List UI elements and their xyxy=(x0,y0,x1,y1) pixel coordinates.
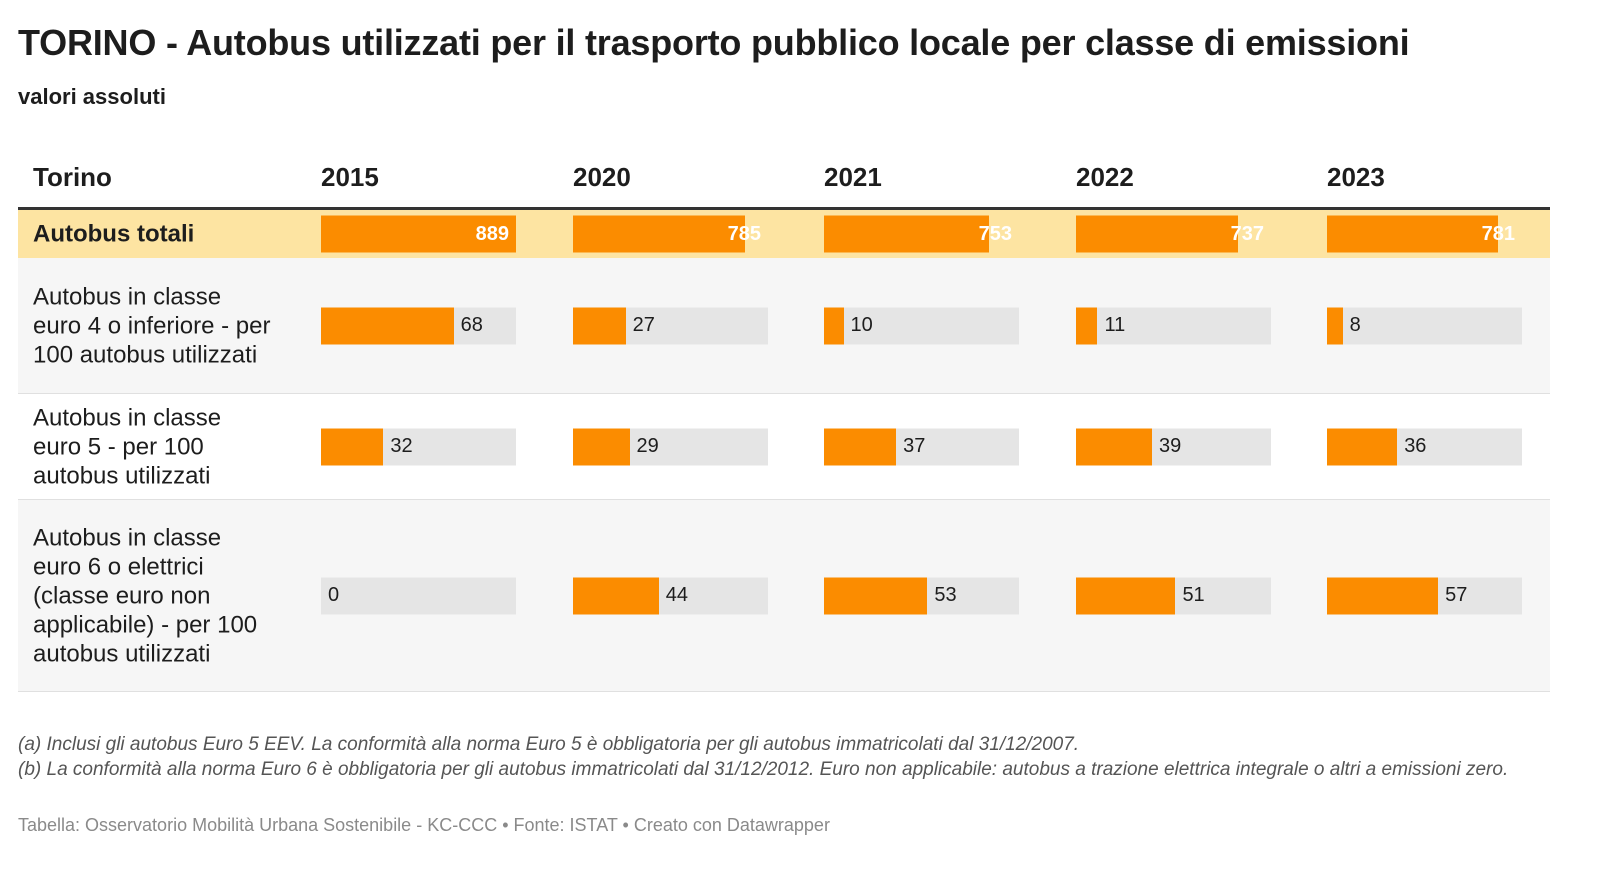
bar-cell: 781 xyxy=(1327,215,1522,253)
row-label: Autobus in classe euro 5 - per 100 autob… xyxy=(33,404,222,489)
bar-value-label: 0 xyxy=(328,584,340,606)
bar-value-label: 57 xyxy=(1445,584,1468,606)
table-header: Torino 2015 2020 2021 2022 2023 xyxy=(18,150,1550,210)
column-header-2020[interactable]: 2020 xyxy=(573,162,631,192)
column-header-2022[interactable]: 2022 xyxy=(1076,162,1134,192)
row-header-label[interactable]: Torino xyxy=(33,162,112,192)
bar-cell: 753 xyxy=(824,215,1019,253)
bar-cell: 44 xyxy=(573,577,768,614)
footnotes: (a) Inclusi gli autobus Euro 5 EEV. La c… xyxy=(18,732,1558,782)
bar-cell: 10 xyxy=(824,307,1019,344)
footnote-a: (a) Inclusi gli autobus Euro 5 EEV. La c… xyxy=(18,734,1080,755)
column-header-2021[interactable]: 2021 xyxy=(824,162,882,192)
bar xyxy=(824,577,928,614)
bar-value-label: 29 xyxy=(636,435,659,457)
bar-cell: 11 xyxy=(1076,307,1271,344)
table-body: Autobus totali 889 785 753 737 781 Autobus in … xyxy=(18,210,1550,692)
bar-cell: 32 xyxy=(321,428,516,465)
bar xyxy=(1076,307,1098,344)
bar xyxy=(824,307,844,344)
bar-cell: 27 xyxy=(573,307,768,344)
bar xyxy=(321,215,516,253)
bar-cell: 51 xyxy=(1076,577,1271,614)
bar-cell: 68 xyxy=(321,307,516,344)
bar xyxy=(1327,215,1499,253)
bar-value-label: 44 xyxy=(665,584,689,606)
row-label: Autobus in classe euro 6 o elettrici (cl… xyxy=(33,524,258,667)
bar-cell: 889 xyxy=(321,215,516,253)
table-row: Autobus in classe euro 6 o elettrici (cl… xyxy=(18,500,1550,692)
bar-value-label: 53 xyxy=(934,584,957,606)
table-row: Autobus in classe euro 5 - per 100 autob… xyxy=(18,394,1550,500)
bar-value-label: 39 xyxy=(1159,435,1182,457)
bar-cell: 53 xyxy=(824,577,1019,614)
bar xyxy=(573,428,630,465)
row-label: Autobus totali xyxy=(33,220,195,248)
bar-cell: 8 xyxy=(1327,307,1522,344)
bar xyxy=(1327,428,1398,465)
bar-value-label: 37 xyxy=(903,435,926,457)
data-table: Torino 2015 2020 2021 2022 2023 Autobus … xyxy=(18,150,1550,692)
bar xyxy=(1327,577,1439,614)
bar-value-label: 737 xyxy=(1230,222,1264,245)
bar-value-label: 27 xyxy=(632,314,655,336)
chart-title: TORINO - Autobus utilizzati per il trasp… xyxy=(18,22,1410,63)
bar xyxy=(824,215,990,253)
bar-cell: 37 xyxy=(824,428,1019,465)
bar-value-label: 10 xyxy=(850,314,873,336)
bar xyxy=(573,215,746,253)
table-row-highlight: Autobus totali 889 785 753 737 781 xyxy=(18,210,1550,258)
row-label: Autobus in classe euro 4 o inferiore - p… xyxy=(33,283,271,368)
bar-cell: 29 xyxy=(573,428,768,465)
bar-value-label: 36 xyxy=(1404,435,1427,457)
bar-cell: 737 xyxy=(1076,215,1271,253)
bar-cell: 36 xyxy=(1327,428,1522,465)
bar-value-label: 32 xyxy=(390,435,413,457)
bar xyxy=(321,428,384,465)
column-header-2015[interactable]: 2015 xyxy=(321,162,379,192)
source-credits: Tabella: Osservatorio Mobilità Urbana So… xyxy=(18,815,830,835)
bar-value-label: 11 xyxy=(1104,314,1126,336)
column-header-2023[interactable]: 2023 xyxy=(1327,162,1385,192)
bar-cell: 0 xyxy=(321,577,516,614)
bar-cell: 785 xyxy=(573,215,768,253)
bar xyxy=(824,428,897,465)
bar-value-label: 785 xyxy=(727,222,761,245)
bar xyxy=(573,307,626,344)
bar xyxy=(321,307,454,344)
bar-value-label: 753 xyxy=(978,222,1012,245)
table-row: Autobus in classe euro 4 o inferiore - p… xyxy=(18,258,1550,394)
bar xyxy=(1327,307,1343,344)
bar xyxy=(573,577,659,614)
bar-value-label: 68 xyxy=(460,314,483,336)
bar-cell: 39 xyxy=(1076,428,1271,465)
bar-value-label: 781 xyxy=(1481,222,1515,245)
bar-value-label: 889 xyxy=(475,222,509,245)
bar xyxy=(1076,577,1176,614)
chart-subtitle: valori assoluti xyxy=(18,84,166,109)
bar xyxy=(1076,428,1153,465)
bar-cell: 57 xyxy=(1327,577,1522,614)
bar xyxy=(1076,215,1238,253)
bar-value-label: 8 xyxy=(1349,314,1361,336)
bar-value-label: 51 xyxy=(1182,584,1205,606)
footnote-b: (b) La conformità alla norma Euro 6 è ob… xyxy=(18,759,1509,780)
